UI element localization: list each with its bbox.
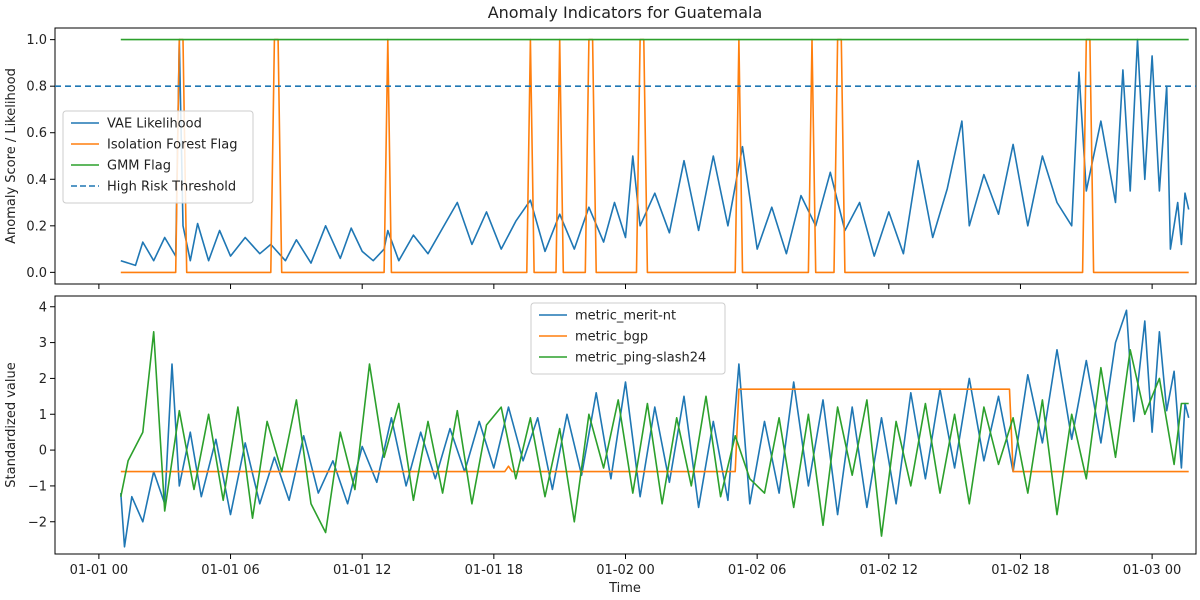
- top-y-tick-label: 1.0: [26, 33, 47, 48]
- x-tick-label: 01-03 00: [1123, 563, 1181, 578]
- x-axis-label: Time: [608, 581, 641, 596]
- legend-label-metric-ping-slash24: metric_ping-slash24: [575, 351, 706, 366]
- legend-label-gmm-flag: GMM Flag: [107, 159, 171, 174]
- bottom-y-tick-label: 1: [39, 408, 47, 423]
- bottom-y-tick-label: −1: [28, 479, 47, 494]
- top-y-tick-label: 0.6: [26, 126, 47, 141]
- top-x-ticks: [98, 284, 1153, 289]
- series-line-metric-merit-nt: [120, 309, 1190, 548]
- x-tick-label: 01-01 12: [333, 563, 391, 578]
- x-tick-label: 01-02 18: [991, 563, 1049, 578]
- top-panel: 0.0 0.2 0.4 0.6 0.8 1.0 Anomaly Score / Likel…: [4, 27, 1197, 289]
- series-line-metric-ping-slash24: [120, 331, 1189, 537]
- x-tick-label: 01-01 18: [465, 563, 523, 578]
- bottom-y-tick-label: 2: [39, 372, 47, 387]
- bottom-y-tick-label: 3: [39, 336, 47, 351]
- bottom-y-tick-label: 4: [39, 300, 47, 315]
- bottom-series-group: [120, 309, 1190, 548]
- bottom-x-ticks: 01-01 00 01-01 06 01-01 12 01-01 18 01-02 00…: [70, 554, 1181, 578]
- top-legend-box: [62, 110, 254, 204]
- top-y-axis-label: Anomaly Score / Likelihood: [4, 68, 19, 244]
- legend-label-metric-merit-nt: metric_merit-nt: [575, 309, 676, 324]
- x-tick-label: 01-02 06: [728, 563, 786, 578]
- top-y-tick-label: 0.4: [26, 173, 47, 188]
- top-y-ticks: 0.0 0.2 0.4 0.6 0.8 1.0: [26, 33, 55, 281]
- top-legend: VAE Likelihood Isolation Forest Flag GMM F…: [62, 110, 254, 204]
- top-series-group: [55, 38, 1196, 274]
- bottom-y-axis-label: Standardized value: [4, 362, 19, 487]
- bottom-legend: metric_merit-nt metric_bgp metric_ping-sla…: [530, 302, 726, 375]
- x-tick-label: 01-02 12: [860, 563, 918, 578]
- bottom-legend-box: [530, 302, 726, 375]
- series-line-isolation-forest-flag: [120, 38, 1189, 274]
- x-tick-label: 01-02 00: [596, 563, 654, 578]
- series-line-metric-bgp: [120, 388, 1189, 473]
- chart-title: Anomaly Indicators for Guatemala: [488, 3, 763, 22]
- bottom-y-tick-label: −2: [28, 515, 47, 530]
- legend-label-vae-likelihood: VAE Likelihood: [107, 117, 202, 132]
- top-y-tick-label: 0.0: [26, 266, 47, 281]
- legend-label-high-risk-threshold: High Risk Threshold: [107, 180, 236, 195]
- x-tick-label: 01-01 06: [201, 563, 259, 578]
- bottom-y-tick-label: 0: [39, 444, 47, 459]
- top-y-tick-label: 0.2: [26, 219, 47, 234]
- legend-label-metric-bgp: metric_bgp: [575, 330, 648, 345]
- bottom-y-ticks: −2 −1 0 1 2 3 4: [28, 300, 55, 530]
- legend-label-isolation-forest-flag: Isolation Forest Flag: [107, 138, 238, 153]
- x-tick-label: 01-01 00: [70, 563, 128, 578]
- top-y-tick-label: 0.8: [26, 80, 47, 95]
